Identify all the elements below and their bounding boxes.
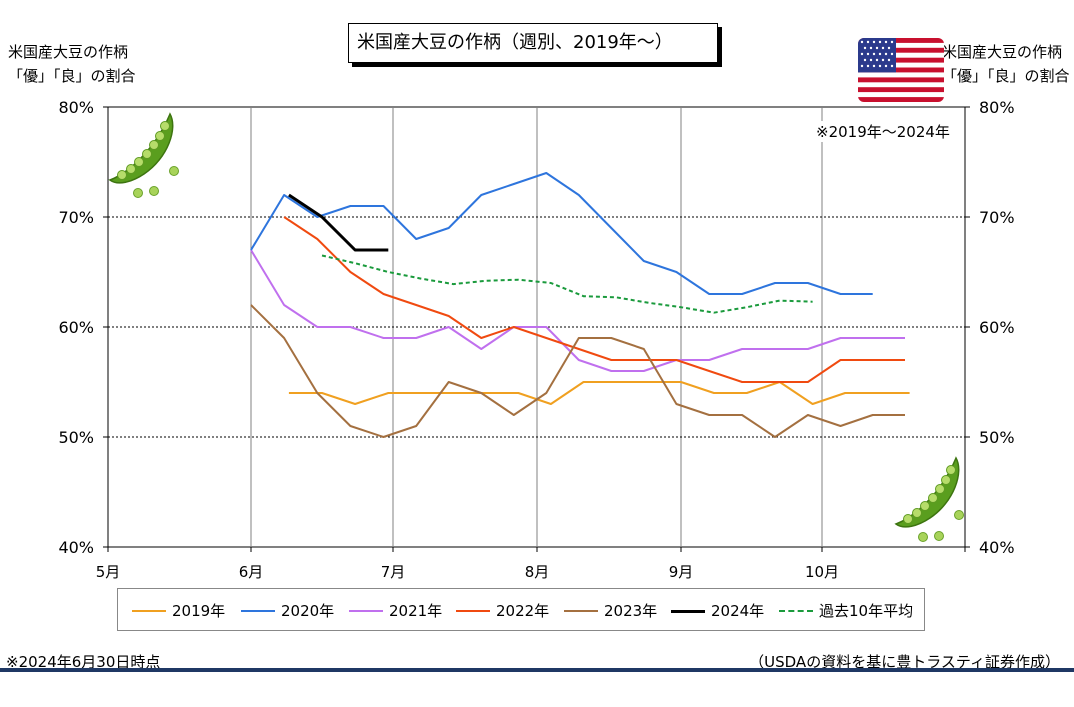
legend-label-10yr-average: 過去10年平均: [819, 602, 914, 620]
y-tick-label-right: 50%: [979, 428, 1015, 447]
chart-legend: 2019年 2020年 2021年 2022年 2023年 2024年 過去10…: [117, 588, 925, 631]
x-tick-label: 7月: [381, 563, 406, 581]
right-axis-title: 米国産大豆の作柄 「優」「良」の割合: [942, 40, 1070, 88]
series-line-10yr-average: [321, 254, 813, 314]
y-tick-label-left: 70%: [58, 208, 94, 227]
legend-swatch-2019: [132, 610, 166, 612]
series-line-2020: [250, 172, 873, 295]
left-axis-title: 米国産大豆の作柄 「優」「良」の割合: [8, 40, 136, 88]
legend-label-2023: 2023年: [604, 602, 658, 620]
legend-label-2024: 2024年: [711, 602, 765, 620]
series-line-2019: [288, 381, 910, 405]
series-line-2024: [288, 193, 389, 252]
left-axis-title-line2: 「優」「良」の割合: [8, 67, 136, 85]
legend-label-2022: 2022年: [496, 602, 550, 620]
bottom-rule: [0, 668, 1074, 672]
y-tick-label-left: 40%: [58, 538, 94, 557]
right-axis-title-line1: 米国産大豆の作柄: [942, 43, 1063, 61]
chart-title: 米国産大豆の作柄（週別、2019年～）: [348, 23, 718, 63]
x-tick-label: 6月: [239, 563, 264, 581]
legend-swatch-2022: [456, 610, 490, 612]
y-tick-label-right: 40%: [979, 538, 1015, 557]
legend-label-2021: 2021年: [389, 602, 443, 620]
y-tick-label-left: 80%: [58, 98, 94, 117]
x-tick-label: 5月: [96, 563, 121, 581]
legend-swatch-2023: [564, 610, 598, 612]
pea-pod-icon: [108, 112, 179, 198]
right-axis-title-line2: 「優」「良」の割合: [942, 67, 1070, 85]
y-tick-label-right: 80%: [979, 98, 1015, 117]
legend-label-2019: 2019年: [172, 602, 226, 620]
y-tick-label-right: 70%: [979, 208, 1015, 227]
legend-swatch-10yr-average: [779, 610, 813, 612]
y-tick-label-left: 50%: [58, 428, 94, 447]
legend-swatch-2024: [671, 610, 705, 613]
x-tick-label: 10月: [805, 563, 839, 581]
source-note: （USDAの資料を基に豊トラスティ証券作成）: [749, 653, 1060, 671]
legend-swatch-2020: [241, 610, 275, 612]
series-line-2021: [250, 249, 905, 372]
y-tick-label-right: 60%: [979, 318, 1015, 337]
us-flag-icon: [858, 38, 944, 102]
legend-label-2020: 2020年: [281, 602, 335, 620]
legend-swatch-2021: [349, 610, 383, 612]
series-line-2023: [250, 304, 905, 438]
y-tick-label-left: 60%: [58, 318, 94, 337]
period-note: ※2019年～2024年: [816, 121, 950, 142]
series-line-2022: [283, 216, 905, 383]
pea-pod-icon: [894, 456, 964, 542]
date-note: ※2024年6月30日時点: [6, 653, 161, 671]
x-tick-label: 9月: [669, 563, 694, 581]
x-tick-label: 8月: [525, 563, 550, 581]
left-axis-title-line1: 米国産大豆の作柄: [8, 43, 129, 61]
